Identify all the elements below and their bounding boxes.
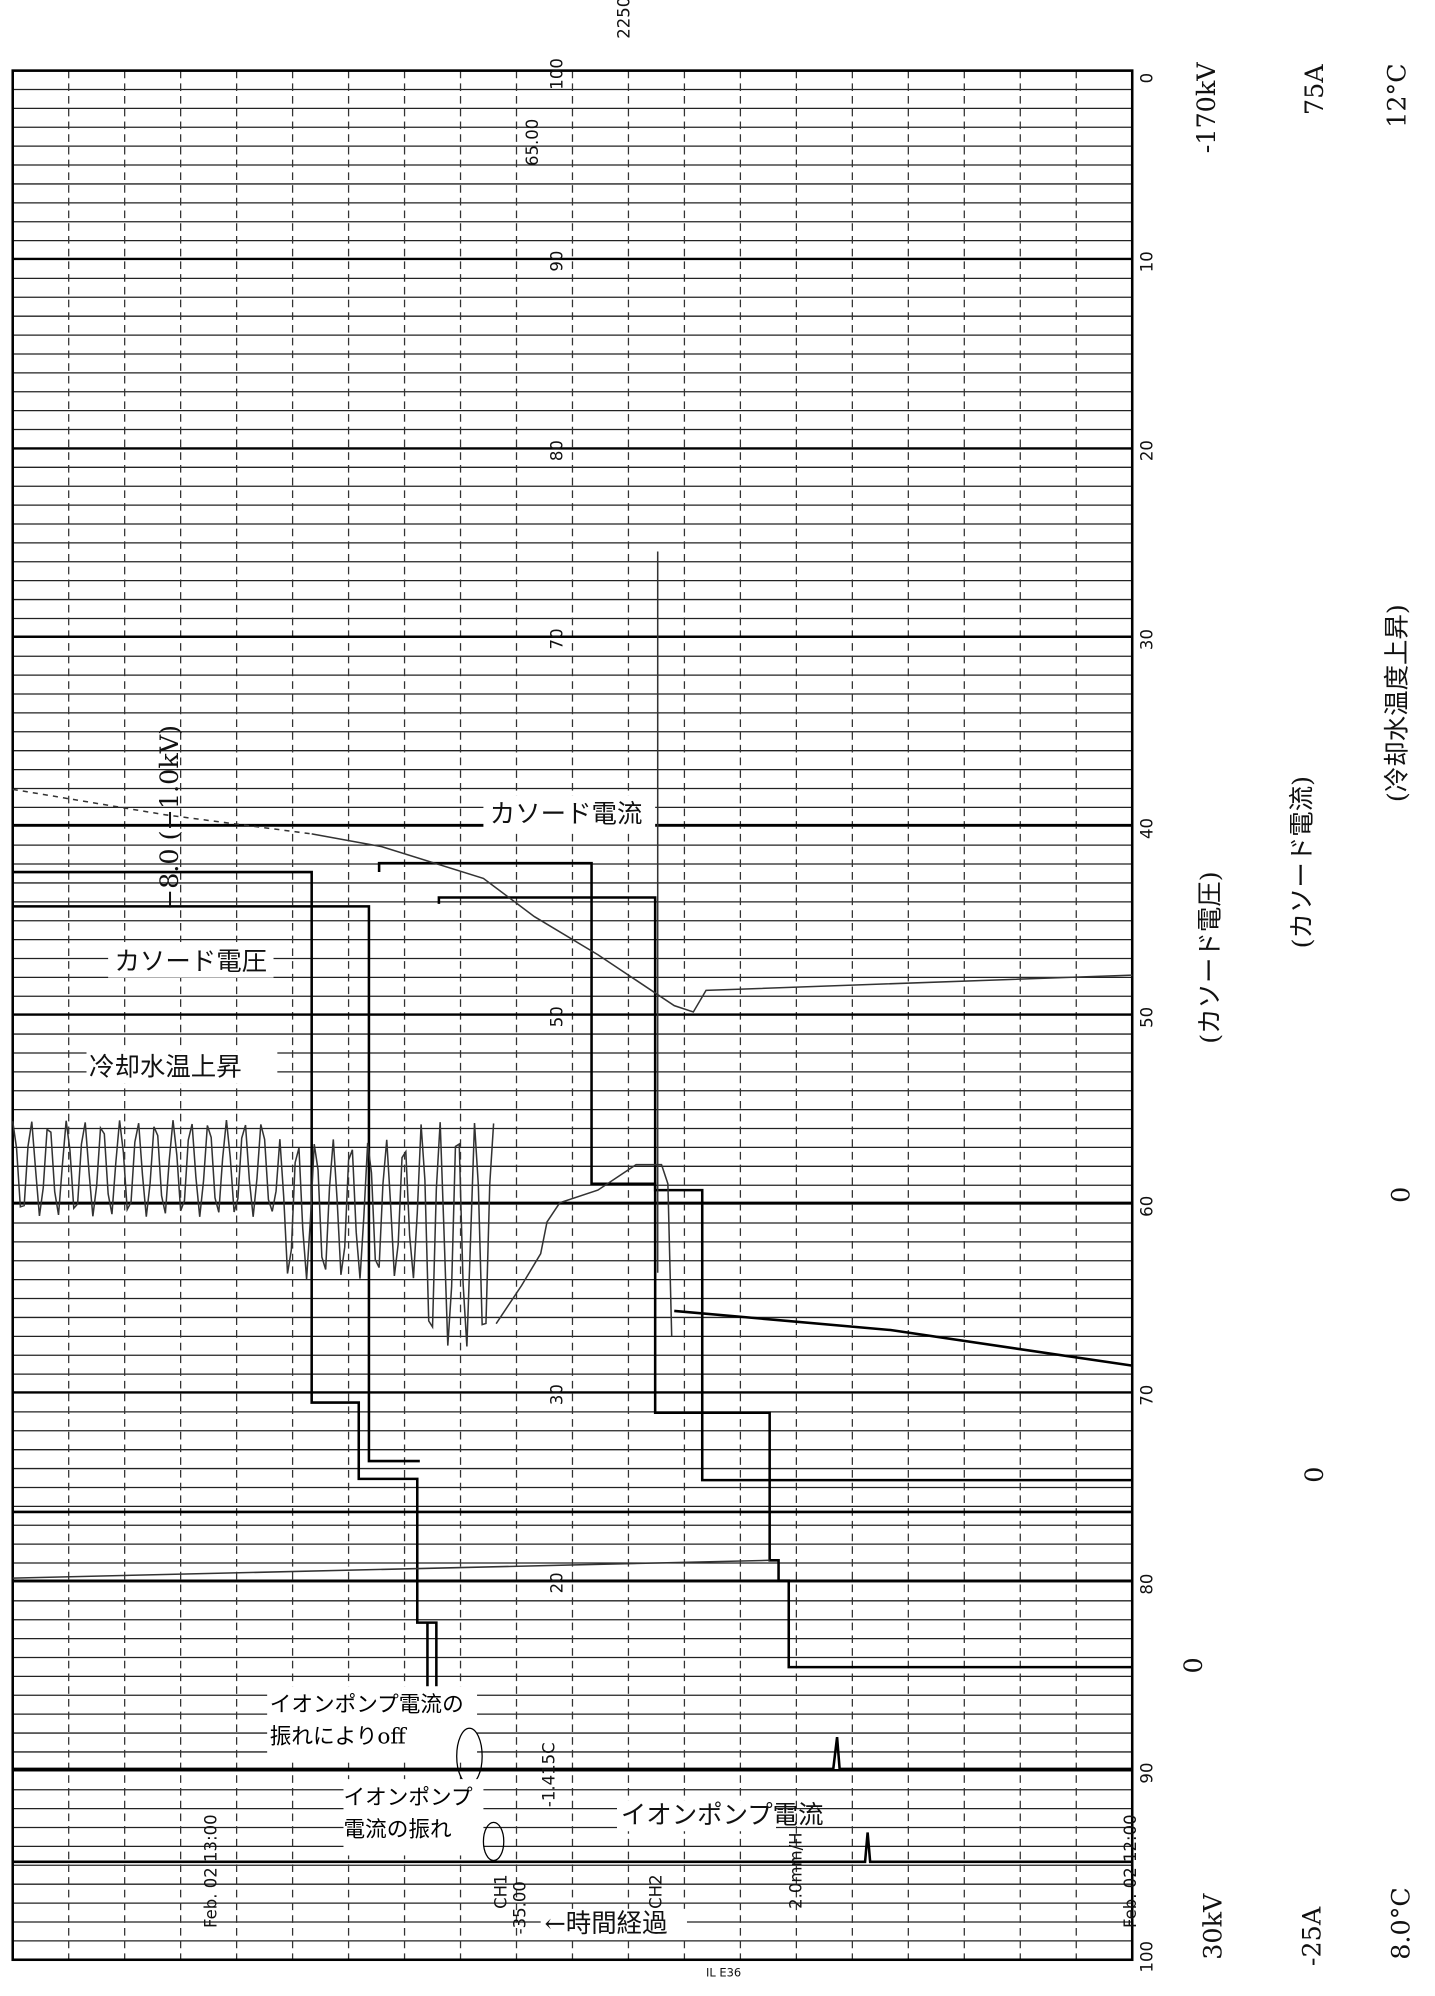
scale-label: 100 [1138, 1941, 1157, 1973]
legend-text: 8.0°C [1386, 1887, 1416, 1960]
annotation-box: イオンポンプ電流の振れ [343, 1779, 489, 1860]
printed-text: -35.00 [510, 1881, 529, 1934]
legend-text: 75A [1299, 64, 1329, 115]
scale-label: 70 [1138, 1385, 1157, 1406]
legend-text: (カソード電流) [1286, 776, 1316, 948]
printed-text: 65.00 [523, 119, 542, 166]
recorder-chart: 100 90 80 70 50 30 20 0 10 20 30 40 50 60 70 80 90 100 22… [0, 0, 1435, 1996]
legend-text: 12°C [1382, 63, 1412, 128]
legend-text: -25A [1297, 1906, 1327, 1966]
scale-label: 20 [547, 1572, 566, 1593]
annotation: −8.0 (−1.0kV) [154, 725, 184, 910]
scale-label: 10 [1138, 251, 1157, 272]
scale-label: 70 [547, 628, 566, 649]
printed-text: Feb. 02 13:00 [201, 1814, 220, 1928]
legend-text: 30kV [1197, 1893, 1227, 1960]
zero-mark: 0 [1386, 1187, 1416, 1203]
printed-text: Feb. 02 12:00 [1121, 1814, 1140, 1928]
scale-label: 20 [1138, 440, 1157, 461]
annotation: ←時間経過 [544, 1908, 667, 1938]
scale-label: 50 [547, 1006, 566, 1027]
printed-text: CH2 [647, 1874, 666, 1908]
zero-mark: 0 [1299, 1467, 1329, 1483]
zero-mark: 0 [1178, 1657, 1208, 1673]
printed-text: CH1 [491, 1874, 510, 1908]
scale-label: 90 [547, 251, 566, 272]
annotation: イオンポンプ電流の振れによりoff [270, 1686, 480, 1750]
grid [13, 71, 1133, 1960]
slope-trace [674, 1311, 1132, 1366]
scale-label: 80 [1138, 1574, 1157, 1595]
scale-label: 40 [1138, 818, 1157, 839]
printed-text: IL E36 [706, 1965, 741, 1979]
printed-text: -1.415C [540, 1742, 559, 1807]
legend-text: (カソード電圧) [1195, 871, 1225, 1043]
legend-text: -170kV [1191, 62, 1221, 154]
annotation-box: イオンポンプ電流の振れによりoff [270, 1686, 480, 1767]
scale-label: 80 [547, 440, 566, 461]
oscillation-trace [13, 1120, 494, 1346]
stamp: 2250cm [615, 0, 634, 39]
annotation: イオンポンプ電流 [621, 1800, 824, 1830]
legend-text: (冷却水温度上昇) [1382, 604, 1412, 802]
page: 100 90 80 70 50 30 20 0 10 20 30 40 50 60 70 80 90 100 22… [0, 0, 1435, 1996]
current-trace-2 [439, 897, 1132, 1667]
annotation: カソード電流 [490, 798, 643, 828]
scale-label: 90 [1138, 1763, 1157, 1784]
annotation: カソード電圧 [114, 946, 267, 976]
annotation: 冷却水温上昇 [89, 1052, 242, 1082]
scale-label: 60 [1138, 1196, 1157, 1217]
cooling-trace [496, 1165, 672, 1337]
scale-label: 100 [547, 58, 566, 90]
current-trace [379, 863, 1132, 1480]
printed-text: 2.0mm/H [786, 1832, 805, 1908]
scale-label: 30 [547, 1384, 566, 1405]
voltage-trace-2 [13, 906, 420, 1461]
annotation: イオンポンプ電流の振れ [343, 1779, 489, 1843]
scale-label: 30 [1138, 629, 1157, 650]
scale-label: 50 [1138, 1007, 1157, 1028]
temp-trace [312, 834, 1133, 1012]
scale-label: 0 [1138, 73, 1157, 84]
